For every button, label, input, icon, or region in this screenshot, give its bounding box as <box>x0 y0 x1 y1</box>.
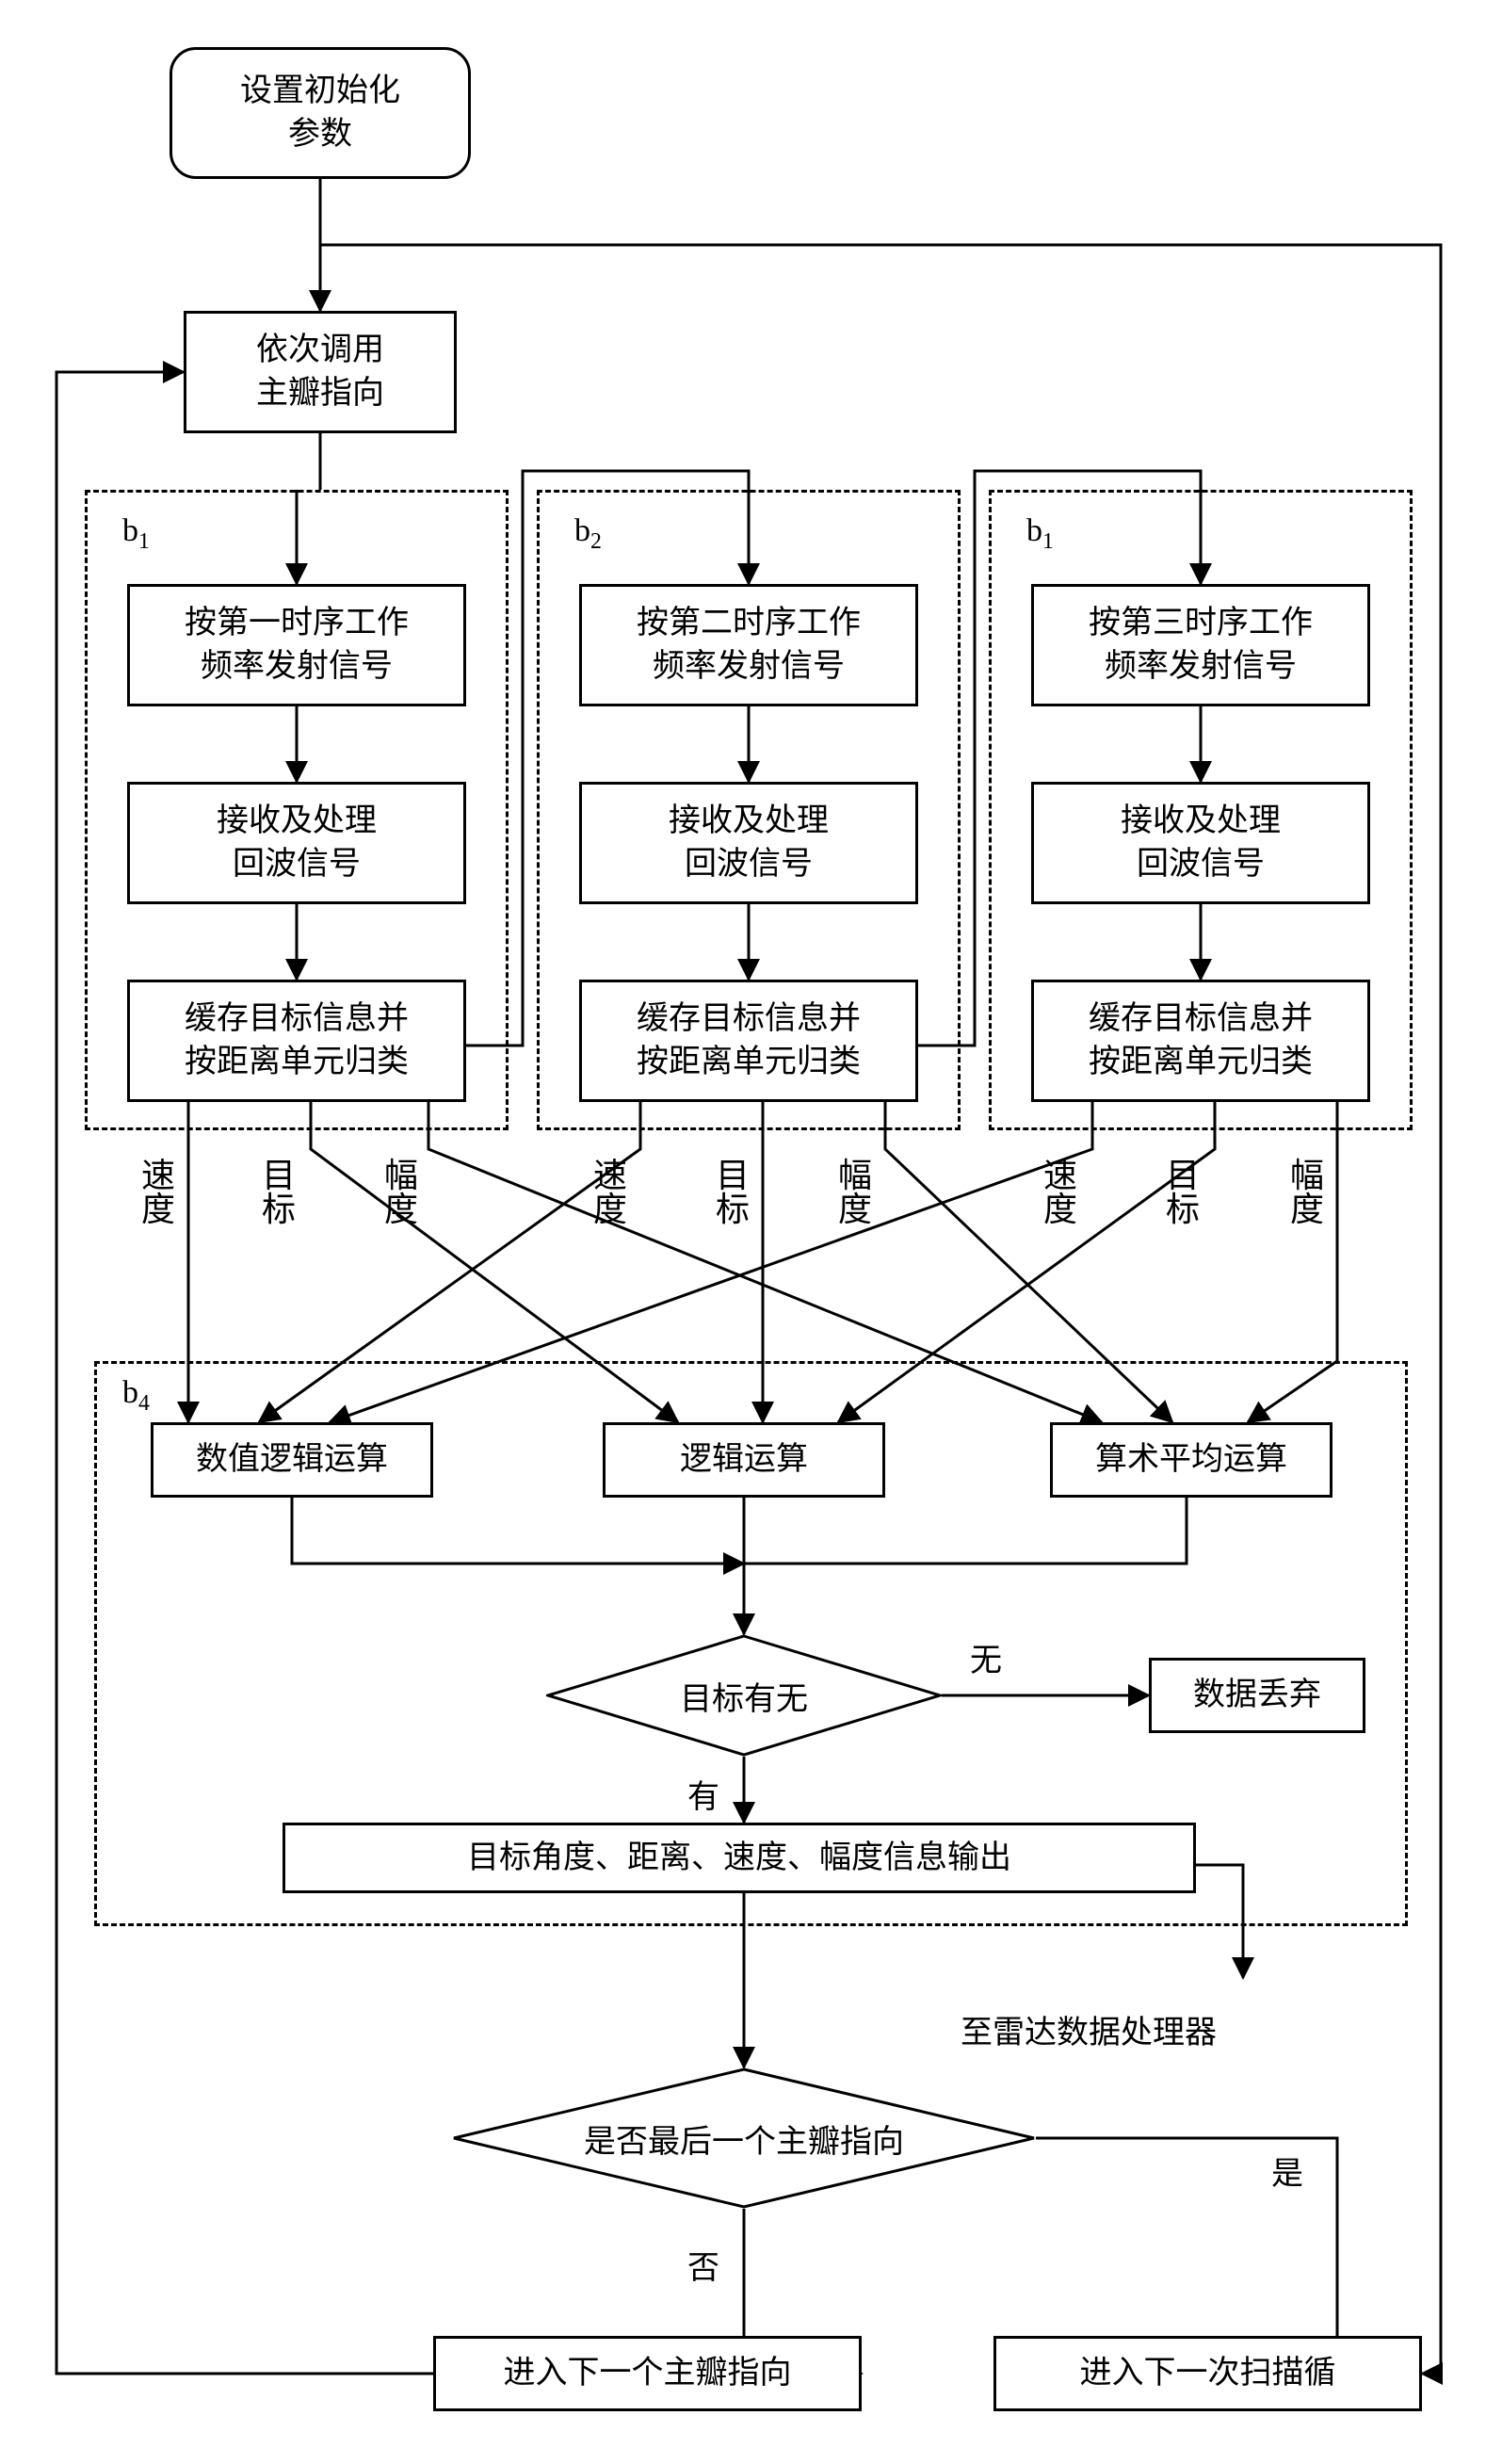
node-b3_tx: 按第三时序工作频率发射信号 <box>1031 584 1370 706</box>
vertical-label: 速度 <box>593 1159 627 1226</box>
node-text: 依次调用主瓣指向 <box>256 329 384 415</box>
diamond-d2: 是否最后一个主瓣指向 <box>452 2067 1036 2209</box>
diamond-text: 目标有无 <box>546 1634 942 1757</box>
node-call: 依次调用主瓣指向 <box>184 311 457 433</box>
node-text: 缓存目标信息并按距离单元归类 <box>185 997 409 1084</box>
vertical-label: 幅度 <box>838 1159 872 1226</box>
node-init: 设置初始化参数 <box>170 47 471 179</box>
vertical-label: 幅度 <box>1290 1159 1324 1226</box>
node-text: 算术平均运算 <box>1095 1438 1287 1482</box>
group-label-b2: b2 <box>574 513 602 555</box>
node-b3_st: 缓存目标信息并按距离单元归类 <box>1031 980 1370 1102</box>
group-label-b4: b4 <box>122 1375 150 1417</box>
label: 否 <box>687 2242 719 2288</box>
group-label-b1: b1 <box>122 513 150 555</box>
node-discard: 数据丢弃 <box>1149 1658 1365 1733</box>
node-op_avg: 算术平均运算 <box>1050 1422 1332 1498</box>
node-text: 数据丢弃 <box>1193 1674 1321 1717</box>
node-text: 缓存目标信息并按距离单元归类 <box>1089 997 1313 1084</box>
node-text: 进入下一个主瓣指向 <box>504 2352 792 2395</box>
node-text: 目标角度、距离、速度、幅度信息输出 <box>467 1837 1011 1880</box>
node-text: 进入下一次扫描循 <box>1080 2352 1336 2395</box>
vertical-label: 幅度 <box>384 1159 418 1226</box>
vertical-label: 目标 <box>262 1159 296 1226</box>
node-text: 缓存目标信息并按距离单元归类 <box>637 997 861 1084</box>
label: 有 <box>687 1771 719 1817</box>
node-b3_rx: 接收及处理回波信号 <box>1031 782 1370 904</box>
diamond-d1: 目标有无 <box>546 1634 942 1757</box>
vertical-label: 目标 <box>716 1159 750 1226</box>
node-next_lobe: 进入下一个主瓣指向 <box>433 2336 862 2411</box>
node-text: 数值逻辑运算 <box>196 1438 388 1482</box>
node-b1_tx: 按第一时序工作频率发射信号 <box>127 584 466 706</box>
node-b1_st: 缓存目标信息并按距离单元归类 <box>127 980 466 1102</box>
label: 无 <box>970 1634 1002 1680</box>
node-b2_tx: 按第二时序工作频率发射信号 <box>579 584 918 706</box>
node-text: 接收及处理回波信号 <box>1121 800 1281 886</box>
vertical-label: 速度 <box>141 1159 175 1226</box>
group-label-b3: b1 <box>1026 513 1054 555</box>
node-op_num: 数值逻辑运算 <box>151 1422 433 1498</box>
vertical-label: 目标 <box>1166 1159 1200 1226</box>
node-text: 设置初始化参数 <box>240 70 400 156</box>
node-text: 按第二时序工作频率发射信号 <box>637 602 861 689</box>
node-op_log: 逻辑运算 <box>603 1422 885 1498</box>
node-text: 按第一时序工作频率发射信号 <box>185 602 409 689</box>
node-b2_st: 缓存目标信息并按距离单元归类 <box>579 980 918 1102</box>
flowchart-canvas: b1b2b1b4设置初始化参数依次调用主瓣指向按第一时序工作频率发射信号接收及处… <box>0 0 1502 2464</box>
node-b1_rx: 接收及处理回波信号 <box>127 782 466 904</box>
node-output: 目标角度、距离、速度、幅度信息输出 <box>283 1823 1196 1893</box>
node-text: 逻辑运算 <box>680 1438 808 1482</box>
vertical-label: 速度 <box>1043 1159 1077 1226</box>
node-text: 按第三时序工作频率发射信号 <box>1089 602 1313 689</box>
node-b2_rx: 接收及处理回波信号 <box>579 782 918 904</box>
label: 至雷达数据处理器 <box>961 2006 1217 2052</box>
node-text: 接收及处理回波信号 <box>669 800 829 886</box>
label: 是 <box>1271 2148 1303 2194</box>
diamond-text: 是否最后一个主瓣指向 <box>452 2067 1036 2209</box>
node-next_scan: 进入下一次扫描循 <box>993 2336 1422 2411</box>
node-text: 接收及处理回波信号 <box>217 800 377 886</box>
